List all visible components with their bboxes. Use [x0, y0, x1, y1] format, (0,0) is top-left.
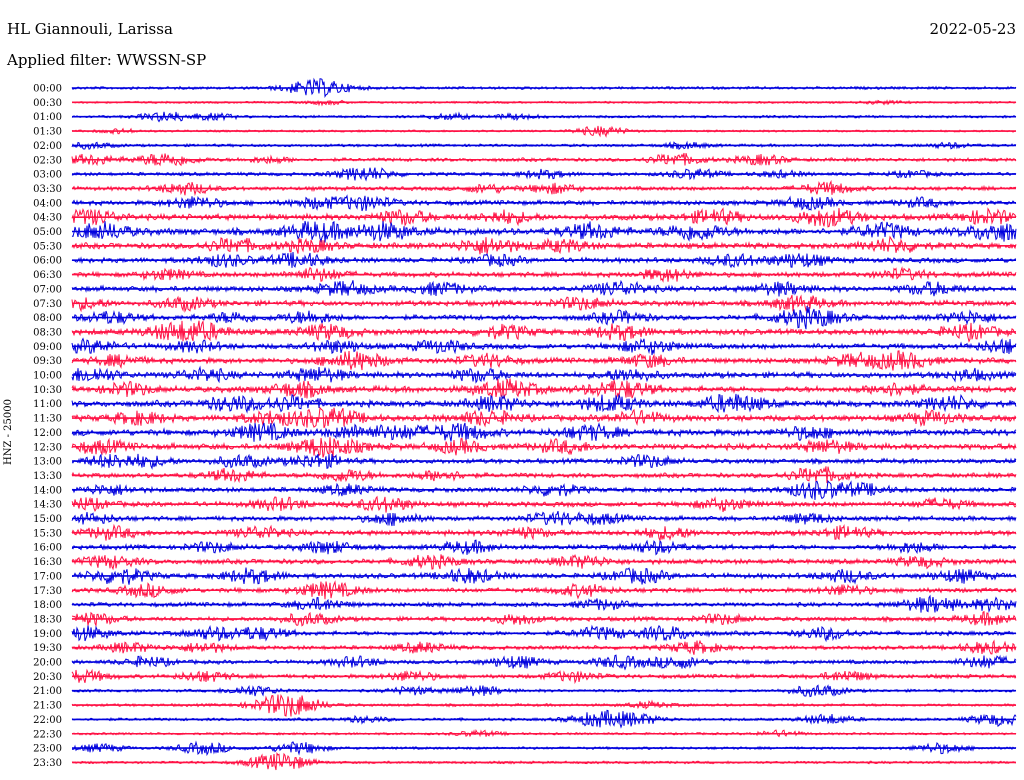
trace-row [71, 421, 1017, 442]
row-time-label: 07:30 [33, 299, 62, 310]
row-time-label: 04:00 [33, 198, 62, 209]
trace-row [71, 319, 1017, 343]
trace-row [71, 179, 1017, 197]
filter-label: Applied filter: WWSSN-SP [7, 51, 207, 69]
row-time-label: 15:00 [33, 514, 62, 525]
row-time-label: 00:30 [33, 98, 62, 109]
row-time-label: 08:30 [33, 327, 62, 338]
row-time-label: 15:30 [33, 528, 62, 539]
row-time-label: 22:00 [33, 715, 62, 726]
row-time-label: 06:30 [33, 270, 62, 281]
row-time-label: 18:30 [33, 614, 62, 625]
trace-row [71, 624, 1017, 643]
trace-row [71, 523, 1017, 543]
row-time-label: 13:00 [33, 457, 62, 468]
row-time-label: 04:30 [33, 213, 62, 224]
trace-row [71, 167, 1017, 182]
row-time-label: 14:00 [33, 485, 62, 496]
row-time-label: 21:30 [33, 701, 62, 712]
row-time-label: 14:30 [33, 500, 62, 511]
row-time-label: 09:00 [33, 342, 62, 353]
row-time-label: 23:30 [33, 758, 62, 769]
row-time-label: 16:00 [33, 543, 62, 554]
row-time-label: 00:00 [33, 84, 62, 95]
row-time-label: 19:30 [33, 643, 62, 654]
date-label: 2022-05-23 [929, 20, 1016, 38]
row-time-label: 17:00 [33, 571, 62, 582]
row-time-label: 21:00 [33, 686, 62, 697]
row-time-label: 02:00 [33, 141, 62, 152]
row-time-label: 07:00 [33, 284, 62, 295]
row-time-label: 12:00 [33, 428, 62, 439]
row-time-label: 18:00 [33, 600, 62, 611]
row-time-label: 13:30 [33, 471, 62, 482]
row-time-label: 03:30 [33, 184, 62, 195]
row-time-label: 09:30 [33, 356, 62, 367]
trace-row [71, 305, 1017, 330]
row-time-label: 12:30 [33, 442, 62, 453]
row-time-label: 10:30 [33, 385, 62, 396]
row-time-label: 11:30 [33, 414, 62, 425]
row-time-label: 20:30 [33, 672, 62, 683]
row-time-label: 19:00 [33, 629, 62, 640]
row-time-label: 10:00 [33, 371, 62, 382]
row-time-label: 11:00 [33, 399, 62, 410]
trace-row [71, 378, 1017, 399]
row-time-label: 23:00 [33, 744, 62, 755]
row-time-label: 03:00 [33, 170, 62, 181]
row-time-label: 08:00 [33, 313, 62, 324]
row-time-label: 02:30 [33, 155, 62, 166]
station-title: HL Giannouli, Larissa [7, 20, 173, 38]
row-time-label: 20:00 [33, 658, 62, 669]
row-time-label: 05:30 [33, 241, 62, 252]
row-time-label: 05:00 [33, 227, 62, 238]
row-time-label: 06:00 [33, 256, 62, 267]
row-time-label: 01:30 [33, 127, 62, 138]
row-time-label: 22:30 [33, 729, 62, 740]
row-time-label: 17:30 [33, 586, 62, 597]
row-time-label: 16:30 [33, 557, 62, 568]
row-time-label: 01:00 [33, 112, 62, 123]
